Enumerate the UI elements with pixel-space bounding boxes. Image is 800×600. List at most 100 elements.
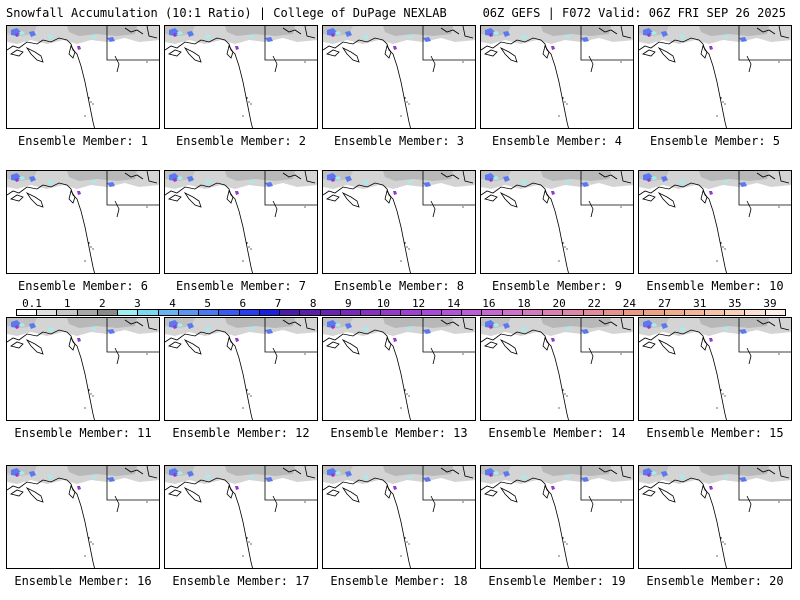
legend-swatch (57, 310, 78, 315)
legend-swatch (684, 310, 705, 315)
legend-swatch (543, 310, 564, 315)
legend-swatch (664, 310, 685, 315)
ensemble-member-map (6, 317, 160, 421)
map-canvas (165, 466, 317, 568)
legend-label: 8 (309, 297, 317, 310)
ensemble-member-map (480, 170, 634, 274)
map-canvas (7, 466, 159, 568)
map-canvas (481, 466, 633, 568)
legend-swatch (300, 310, 321, 315)
legend-swatch (644, 310, 665, 315)
ensemble-member-label: Ensemble Member: 6 (17, 279, 149, 293)
legend-swatch (583, 310, 604, 315)
ensemble-member-map (480, 317, 634, 421)
ensemble-member-map (6, 465, 160, 569)
ensemble-member-map (480, 465, 634, 569)
legend-swatch (280, 310, 301, 315)
ensemble-member-map (322, 170, 476, 274)
legend-swatch (77, 310, 98, 315)
legend-label: 35 (728, 297, 742, 310)
ensemble-member-map (164, 170, 318, 274)
ensemble-member-label: Ensemble Member: 2 (175, 134, 307, 148)
legend-swatch (421, 310, 442, 315)
ensemble-member-map (322, 317, 476, 421)
map-canvas (165, 171, 317, 273)
map-canvas (639, 466, 791, 568)
ensemble-member-map (164, 25, 318, 129)
run-valid-time: 06Z GEFS | F072 Valid: 06Z FRI SEP 26 20… (482, 6, 786, 20)
ensemble-member-label: Ensemble Member: 15 (646, 426, 784, 440)
map-canvas (481, 171, 633, 273)
legend-swatch (199, 310, 220, 315)
legend-swatch (158, 310, 179, 315)
map-canvas (7, 171, 159, 273)
legend-label: 4 (169, 297, 176, 310)
chart-title: Snowfall Accumulation (10:1 Ratio) | Col… (6, 6, 447, 20)
map-canvas (323, 171, 475, 273)
ensemble-member-map (638, 317, 792, 421)
legend-label: 20 (552, 297, 566, 310)
legend-label: 14 (447, 297, 461, 310)
legend-label: 18 (517, 297, 531, 310)
ensemble-member-label: Ensemble Member: 19 (488, 574, 626, 588)
map-canvas (639, 318, 791, 420)
ensemble-member-label: Ensemble Member: 20 (646, 574, 784, 588)
legend-swatch (441, 310, 463, 315)
map-canvas (7, 318, 159, 420)
ensemble-member-map (6, 170, 160, 274)
ensemble-member-label: Ensemble Member: 3 (333, 134, 465, 148)
legend-swatch (320, 310, 341, 315)
legend-swatch (624, 310, 645, 315)
legend-swatch (381, 310, 402, 315)
ensemble-member-map (638, 170, 792, 274)
legend-label: 31 (693, 297, 707, 310)
legend-swatch (219, 310, 240, 315)
legend-label: 27 (657, 297, 672, 310)
legend-label: 1 (63, 297, 71, 310)
legend-swatch (138, 310, 159, 315)
legend-swatch (37, 310, 58, 315)
legend-swatch (725, 310, 746, 315)
map-canvas (639, 171, 791, 273)
legend-swatch (745, 310, 766, 315)
ensemble-member-label: Ensemble Member: 14 (488, 426, 626, 440)
legend-label: 10 (376, 297, 391, 310)
ensemble-member-map (164, 317, 318, 421)
ensemble-member-label: Ensemble Member: 4 (491, 134, 623, 148)
ensemble-member-label: Ensemble Member: 8 (333, 279, 465, 293)
map-canvas (165, 26, 317, 128)
ensemble-member-map (322, 465, 476, 569)
map-canvas (481, 26, 633, 128)
legend-swatch (482, 310, 503, 315)
ensemble-member-map (322, 25, 476, 129)
legend-swatch (17, 310, 38, 315)
ensemble-member-label: Ensemble Member: 17 (172, 574, 310, 588)
legend-label: 24 (622, 297, 637, 310)
legend-labels: 0.1 1 2 3 4 5 6 7 8 9 10 12 14 16 18 20 22 24 27 31 35 39 (16, 297, 786, 310)
ensemble-member-label: Ensemble Member: 18 (330, 574, 468, 588)
legend-label: 5 (204, 297, 212, 310)
legend-swatch (239, 310, 260, 315)
ensemble-member-map (638, 25, 792, 129)
map-canvas (481, 318, 633, 420)
legend-swatch (259, 310, 281, 315)
ensemble-member-label: Ensemble Member: 11 (14, 426, 152, 440)
legend-label: 7 (274, 297, 282, 310)
legend-swatch (765, 310, 785, 315)
legend-swatch (522, 310, 544, 315)
color-legend (16, 309, 786, 316)
ensemble-member-label: Ensemble Member: 10 (646, 279, 784, 293)
legend-swatch (360, 310, 382, 315)
legend-swatch (401, 310, 422, 315)
ensemble-member-map (480, 25, 634, 129)
ensemble-member-label: Ensemble Member: 16 (14, 574, 152, 588)
legend-swatch (704, 310, 726, 315)
ensemble-member-label: Ensemble Member: 1 (17, 134, 149, 148)
ensemble-member-label: Ensemble Member: 13 (330, 426, 468, 440)
map-canvas (639, 26, 791, 128)
legend-swatch (118, 310, 139, 315)
ensemble-member-map (164, 465, 318, 569)
ensemble-member-map (638, 465, 792, 569)
ensemble-member-label: Ensemble Member: 5 (649, 134, 781, 148)
legend-swatch (340, 310, 361, 315)
